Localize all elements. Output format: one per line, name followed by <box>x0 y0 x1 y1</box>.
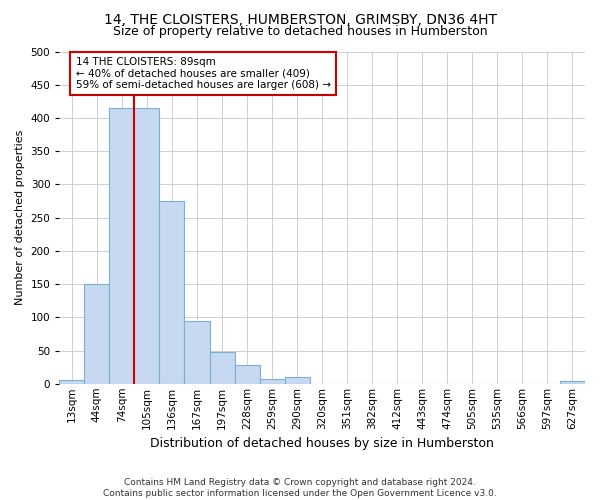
Bar <box>184 320 209 384</box>
Text: Size of property relative to detached houses in Humberston: Size of property relative to detached ho… <box>113 25 487 38</box>
Text: Contains HM Land Registry data © Crown copyright and database right 2024.
Contai: Contains HM Land Registry data © Crown c… <box>103 478 497 498</box>
Bar <box>260 379 284 384</box>
Text: 14 THE CLOISTERS: 89sqm
← 40% of detached houses are smaller (409)
59% of semi-d: 14 THE CLOISTERS: 89sqm ← 40% of detache… <box>76 57 331 90</box>
Bar <box>134 108 160 384</box>
Bar <box>85 284 109 384</box>
Bar <box>284 377 310 384</box>
Bar <box>209 352 235 384</box>
X-axis label: Distribution of detached houses by size in Humberston: Distribution of detached houses by size … <box>150 437 494 450</box>
Y-axis label: Number of detached properties: Number of detached properties <box>15 130 25 306</box>
Bar <box>560 381 585 384</box>
Bar <box>235 365 260 384</box>
Bar <box>59 380 85 384</box>
Text: 14, THE CLOISTERS, HUMBERSTON, GRIMSBY, DN36 4HT: 14, THE CLOISTERS, HUMBERSTON, GRIMSBY, … <box>104 12 497 26</box>
Bar <box>109 108 134 384</box>
Bar <box>160 201 184 384</box>
